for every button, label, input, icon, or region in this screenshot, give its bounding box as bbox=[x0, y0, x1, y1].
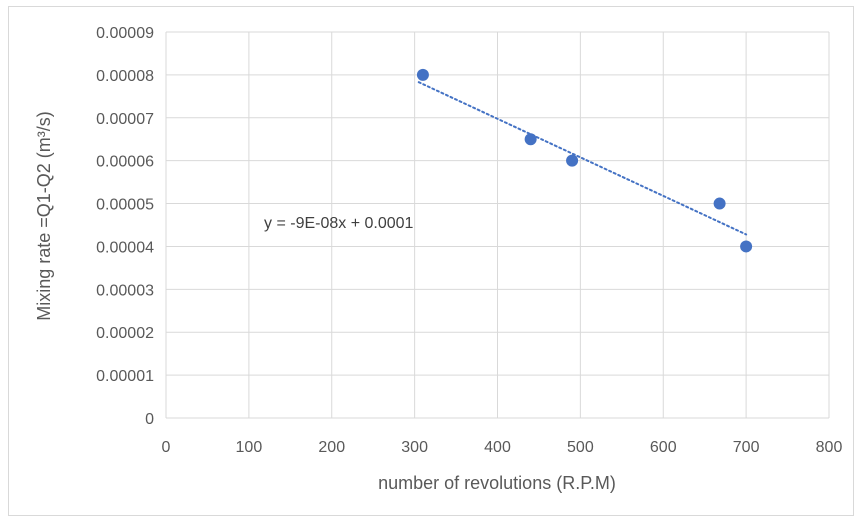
y-tick-label: 0.00005 bbox=[96, 197, 154, 214]
data-point bbox=[713, 197, 726, 210]
y-axis-ticks: 0 0.00001 0.00002 0.00003 0.00004 0.00005 0.00… bbox=[96, 25, 154, 428]
data-points bbox=[416, 68, 753, 253]
chart-frame bbox=[8, 6, 854, 516]
y-tick-label: 0.00009 bbox=[96, 25, 154, 42]
y-tick-label: 0.00008 bbox=[96, 68, 154, 85]
y-tick-label: 0.00004 bbox=[96, 239, 154, 256]
x-tick-label: 600 bbox=[650, 439, 677, 456]
x-tick-label: 300 bbox=[401, 439, 428, 456]
x-tick-label: 700 bbox=[733, 439, 760, 456]
y-tick-label: 0.00003 bbox=[96, 282, 154, 299]
y-tick-label: 0.00006 bbox=[96, 154, 154, 171]
x-axis-title: number of revolutions (R.P.M) bbox=[378, 473, 616, 493]
data-point bbox=[740, 240, 753, 253]
trendline-path bbox=[417, 81, 748, 236]
y-tick-label: 0.00002 bbox=[96, 325, 154, 342]
x-tick-label: 800 bbox=[816, 439, 843, 456]
data-point bbox=[566, 154, 579, 167]
x-axis-ticks: 0 100 200 300 400 500 600 700 800 bbox=[162, 439, 843, 456]
y-tick-label: 0 bbox=[145, 411, 154, 428]
data-point bbox=[524, 133, 537, 146]
trendline bbox=[417, 81, 748, 236]
x-tick-label: 500 bbox=[567, 439, 594, 456]
trendline-equation: y = -9E-08x + 0.0001 bbox=[264, 215, 414, 232]
y-tick-label: 0.00001 bbox=[96, 368, 154, 385]
x-tick-label: 0 bbox=[162, 439, 171, 456]
data-point bbox=[416, 68, 429, 81]
x-tick-label: 200 bbox=[318, 439, 345, 456]
x-tick-label: 400 bbox=[484, 439, 511, 456]
y-axis-title: Mixing rate =Q1-Q2 (m³/s) bbox=[34, 111, 54, 321]
y-tick-label: 0.00007 bbox=[96, 111, 154, 128]
x-tick-label: 100 bbox=[236, 439, 263, 456]
